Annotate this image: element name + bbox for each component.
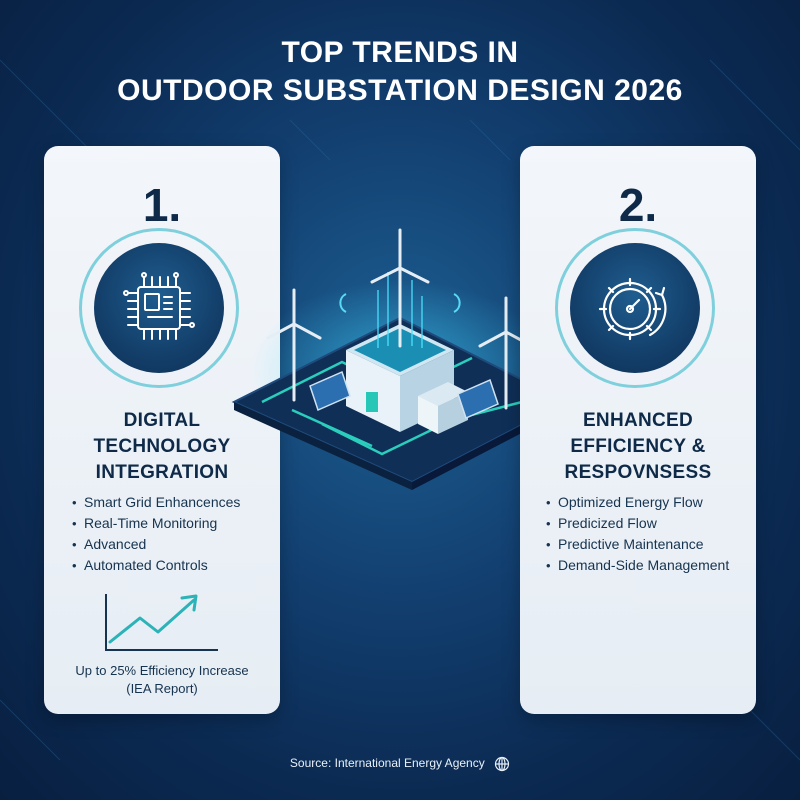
source-text: Source: International Energy Agency [289, 756, 485, 771]
trend-bullet-list: • Optimized Energy Flow • Predicized Flow … [546, 492, 729, 576]
heading-line: INTEGRATION [95, 462, 229, 483]
list-item: • Demand-Side Management [546, 557, 730, 573]
title-line-1: TOP TRENDS IN [281, 36, 519, 69]
list-item: • Predictive Maintenance [546, 536, 704, 552]
heading-line: ENHANCED [582, 410, 694, 431]
trend-heading: DIGITAL TECHNOLOGY INTEGRATION [44, 408, 280, 486]
page-title: TOP TRENDS IN OUTDOOR SUBSTATION DESIGN … [0, 34, 800, 110]
heading-line: TECHNOLOGY [93, 436, 231, 457]
icon-badge [555, 228, 715, 388]
icon-badge [79, 228, 239, 388]
trend-bullet-list: • Smart Grid Enhancences • Real-Time Monit… [72, 492, 240, 576]
circuit-chip-icon [123, 272, 195, 340]
source-attribution: Source: International Energy Agency [0, 756, 800, 772]
list-item: • Advanced [72, 536, 147, 552]
list-item: • Real-Time Monitoring [72, 515, 218, 531]
substation-illustration [231, 228, 569, 490]
list-item: • Smart Grid Enhancences [72, 494, 241, 510]
list-item: • Predicized Flow [546, 515, 657, 531]
trend-card-efficiency: 2. ENHANCED EFFICIENCY & RESPOVNSESS • Op… [520, 146, 756, 714]
heading-line: EFFICIENCY & [570, 436, 706, 457]
trend-heading: ENHANCED EFFICIENCY & RESPOVNSESS [520, 408, 756, 486]
gear-gauge-icon [598, 277, 667, 341]
heading-line: DIGITAL [123, 410, 201, 431]
list-item: • Optimized Energy Flow [546, 494, 703, 510]
chart-caption: Up to 25% Efficiency Increase (IEA Repor… [75, 663, 249, 696]
list-item: • Automated Controls [72, 557, 208, 573]
heading-line: RESPOVNSESS [564, 462, 712, 483]
trend-card-digital: 1. DIGITAL TECHNOLOGY INTEGRATION • Smart… [44, 146, 280, 714]
trend-number: 1. [142, 179, 182, 231]
title-line-2: OUTDOOR SUBSTATION DESIGN 2026 [117, 74, 683, 107]
globe-icon [494, 756, 510, 772]
trend-number: 2. [618, 179, 658, 231]
trend-up-chart-icon [105, 594, 218, 651]
